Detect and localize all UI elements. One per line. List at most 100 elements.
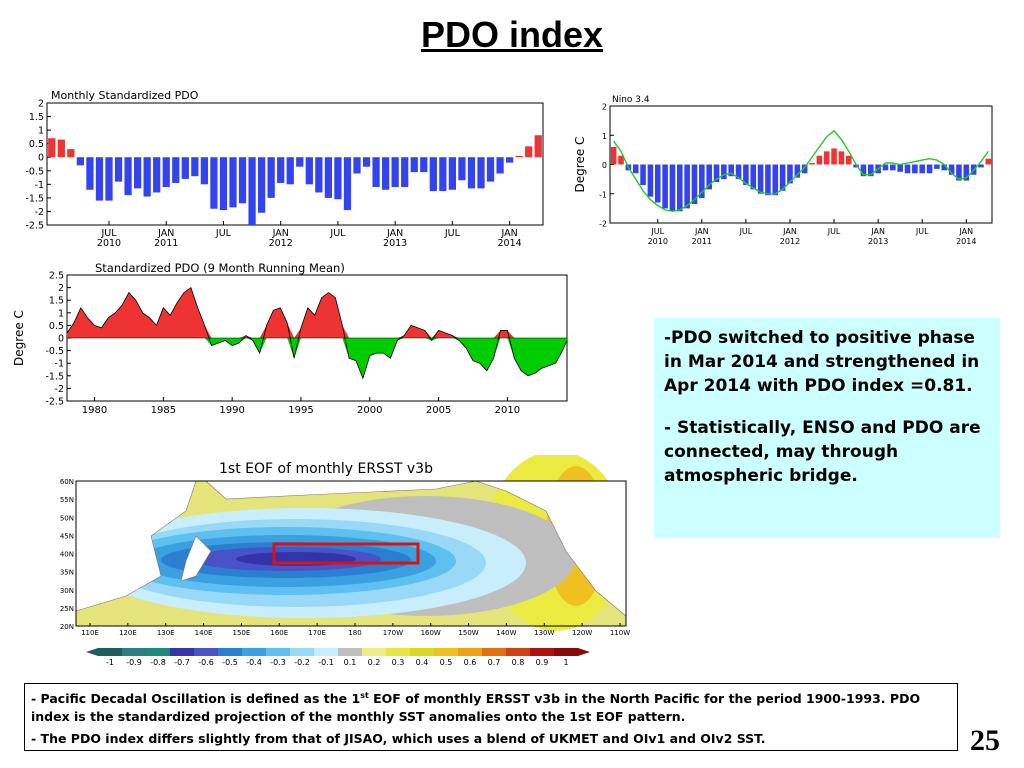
bar [257,157,266,213]
bar [867,164,874,177]
colorbar-swatch [362,648,387,656]
bar [162,157,170,188]
x-tick-label: JUL [215,228,232,239]
colorbar-swatch [530,648,555,656]
x-tick-label: JUL [739,227,753,236]
colorbar-label: 0.4 [416,658,429,665]
colorbar-swatch [98,648,123,656]
colorbar-label: -0.2 [294,658,310,665]
lat-label: 35N [60,569,74,577]
colorbar-swatch [194,648,219,656]
lon-label: 160E [270,629,288,637]
bar [845,155,852,165]
y-tick-label: -0.5 [25,166,44,177]
bar [76,157,85,166]
y-tick-label: 0.5 [49,321,64,332]
bar [219,157,228,211]
x-tick-year: 2010 [648,237,668,246]
colorbar-swatch [146,648,171,656]
footer-line-1-sup: st [360,691,369,700]
bar [809,163,815,165]
lon-label: 150W [458,629,478,637]
y-axis-label: Degree C [12,310,26,366]
x-tick-label: JAN [694,227,709,236]
bar [286,157,294,185]
colorbar-label: 0.6 [464,658,477,665]
x-tick-label: JUL [329,228,346,239]
x-tick-label: JAN [500,228,517,239]
lon-label: 130E [157,629,175,637]
note-item-1: -PDO switched to positive phase in Mar 2… [664,328,980,396]
colorbar-label: -0.3 [270,658,286,665]
bar [691,164,698,204]
colorbar-label: -0.4 [246,658,262,665]
bar [67,149,75,158]
y-tick-label: -2 [599,220,607,229]
x-tick-label: JUL [444,228,461,239]
japan-landmass [180,535,212,582]
x-tick-label: JAN [272,228,289,239]
lon-label: 180 [348,629,361,637]
colorbar-left-arrow [86,648,98,656]
colorbar-label: 0.1 [344,658,357,665]
colorbar-label: -0.6 [198,658,214,665]
lat-label: 60N [60,478,74,486]
y-tick-label: 0 [38,153,44,164]
bar [948,164,955,175]
x-tick-label: 2000 [357,405,382,416]
positive-area [67,287,567,338]
y-tick-label: -2.5 [25,221,44,232]
bar [816,155,823,165]
y-tick-label: 0.5 [29,139,44,150]
y-tick-label: 1 [38,126,44,137]
bar [143,157,151,197]
bar [787,164,793,184]
bar [229,157,237,208]
bar [410,157,418,173]
colorbar-label: 1 [563,658,568,665]
colorbar-swatch [338,648,363,656]
slide-title: PDO index [420,14,604,55]
lon-label: 120W [572,629,592,637]
bar [324,157,333,198]
bar [153,157,161,193]
bar [210,157,218,209]
bar [467,157,476,189]
bar [669,164,676,212]
bar [757,164,764,194]
bar [200,157,209,185]
footer-line-1-pre: - Pacific Decadal Oscillation is defined… [31,691,361,707]
lat-label: 55N [60,496,74,504]
bar [477,157,485,189]
lon-label: 110W [610,629,630,637]
x-tick-label: JAN [870,227,885,236]
colorbar-swatch [242,648,267,656]
footer-line-1-post: EOF of monthly ERSST v3b in the North Pa… [31,691,921,725]
pdo-region-box [272,542,420,565]
bar [401,157,409,188]
y-tick-label: -1 [55,359,64,370]
chart-title: Nino 3.4 [612,95,650,105]
bar [124,157,132,196]
x-tick-year: 2013 [868,237,888,246]
colorbar-swatch [314,648,339,656]
bar [684,164,690,209]
bar [743,164,749,185]
bar [238,157,247,204]
chart-title: Standardized PDO (9 Month Running Mean) [95,261,345,275]
x-tick-label: JUL [100,228,117,239]
y-tick-label: 1.5 [29,112,44,123]
bar [926,164,933,174]
bar [640,164,646,185]
bar [765,164,771,196]
x-tick-label: JAN [782,227,797,236]
colorbar-swatch [170,648,195,656]
y-tick-label: -1.5 [45,371,64,382]
bar [706,164,712,190]
lat-label: 50N [60,514,74,522]
footer-line-1: - Pacific Decadal Oscillation is defined… [31,687,951,726]
monthly-pdo-chart: Monthly Standardized PDO 2 1.5 1 0.5 0 -0.5 -1 -… [25,89,544,249]
bar [772,164,779,196]
colorbar-swatch [266,648,291,656]
colorbar-right-arrow [578,648,590,656]
